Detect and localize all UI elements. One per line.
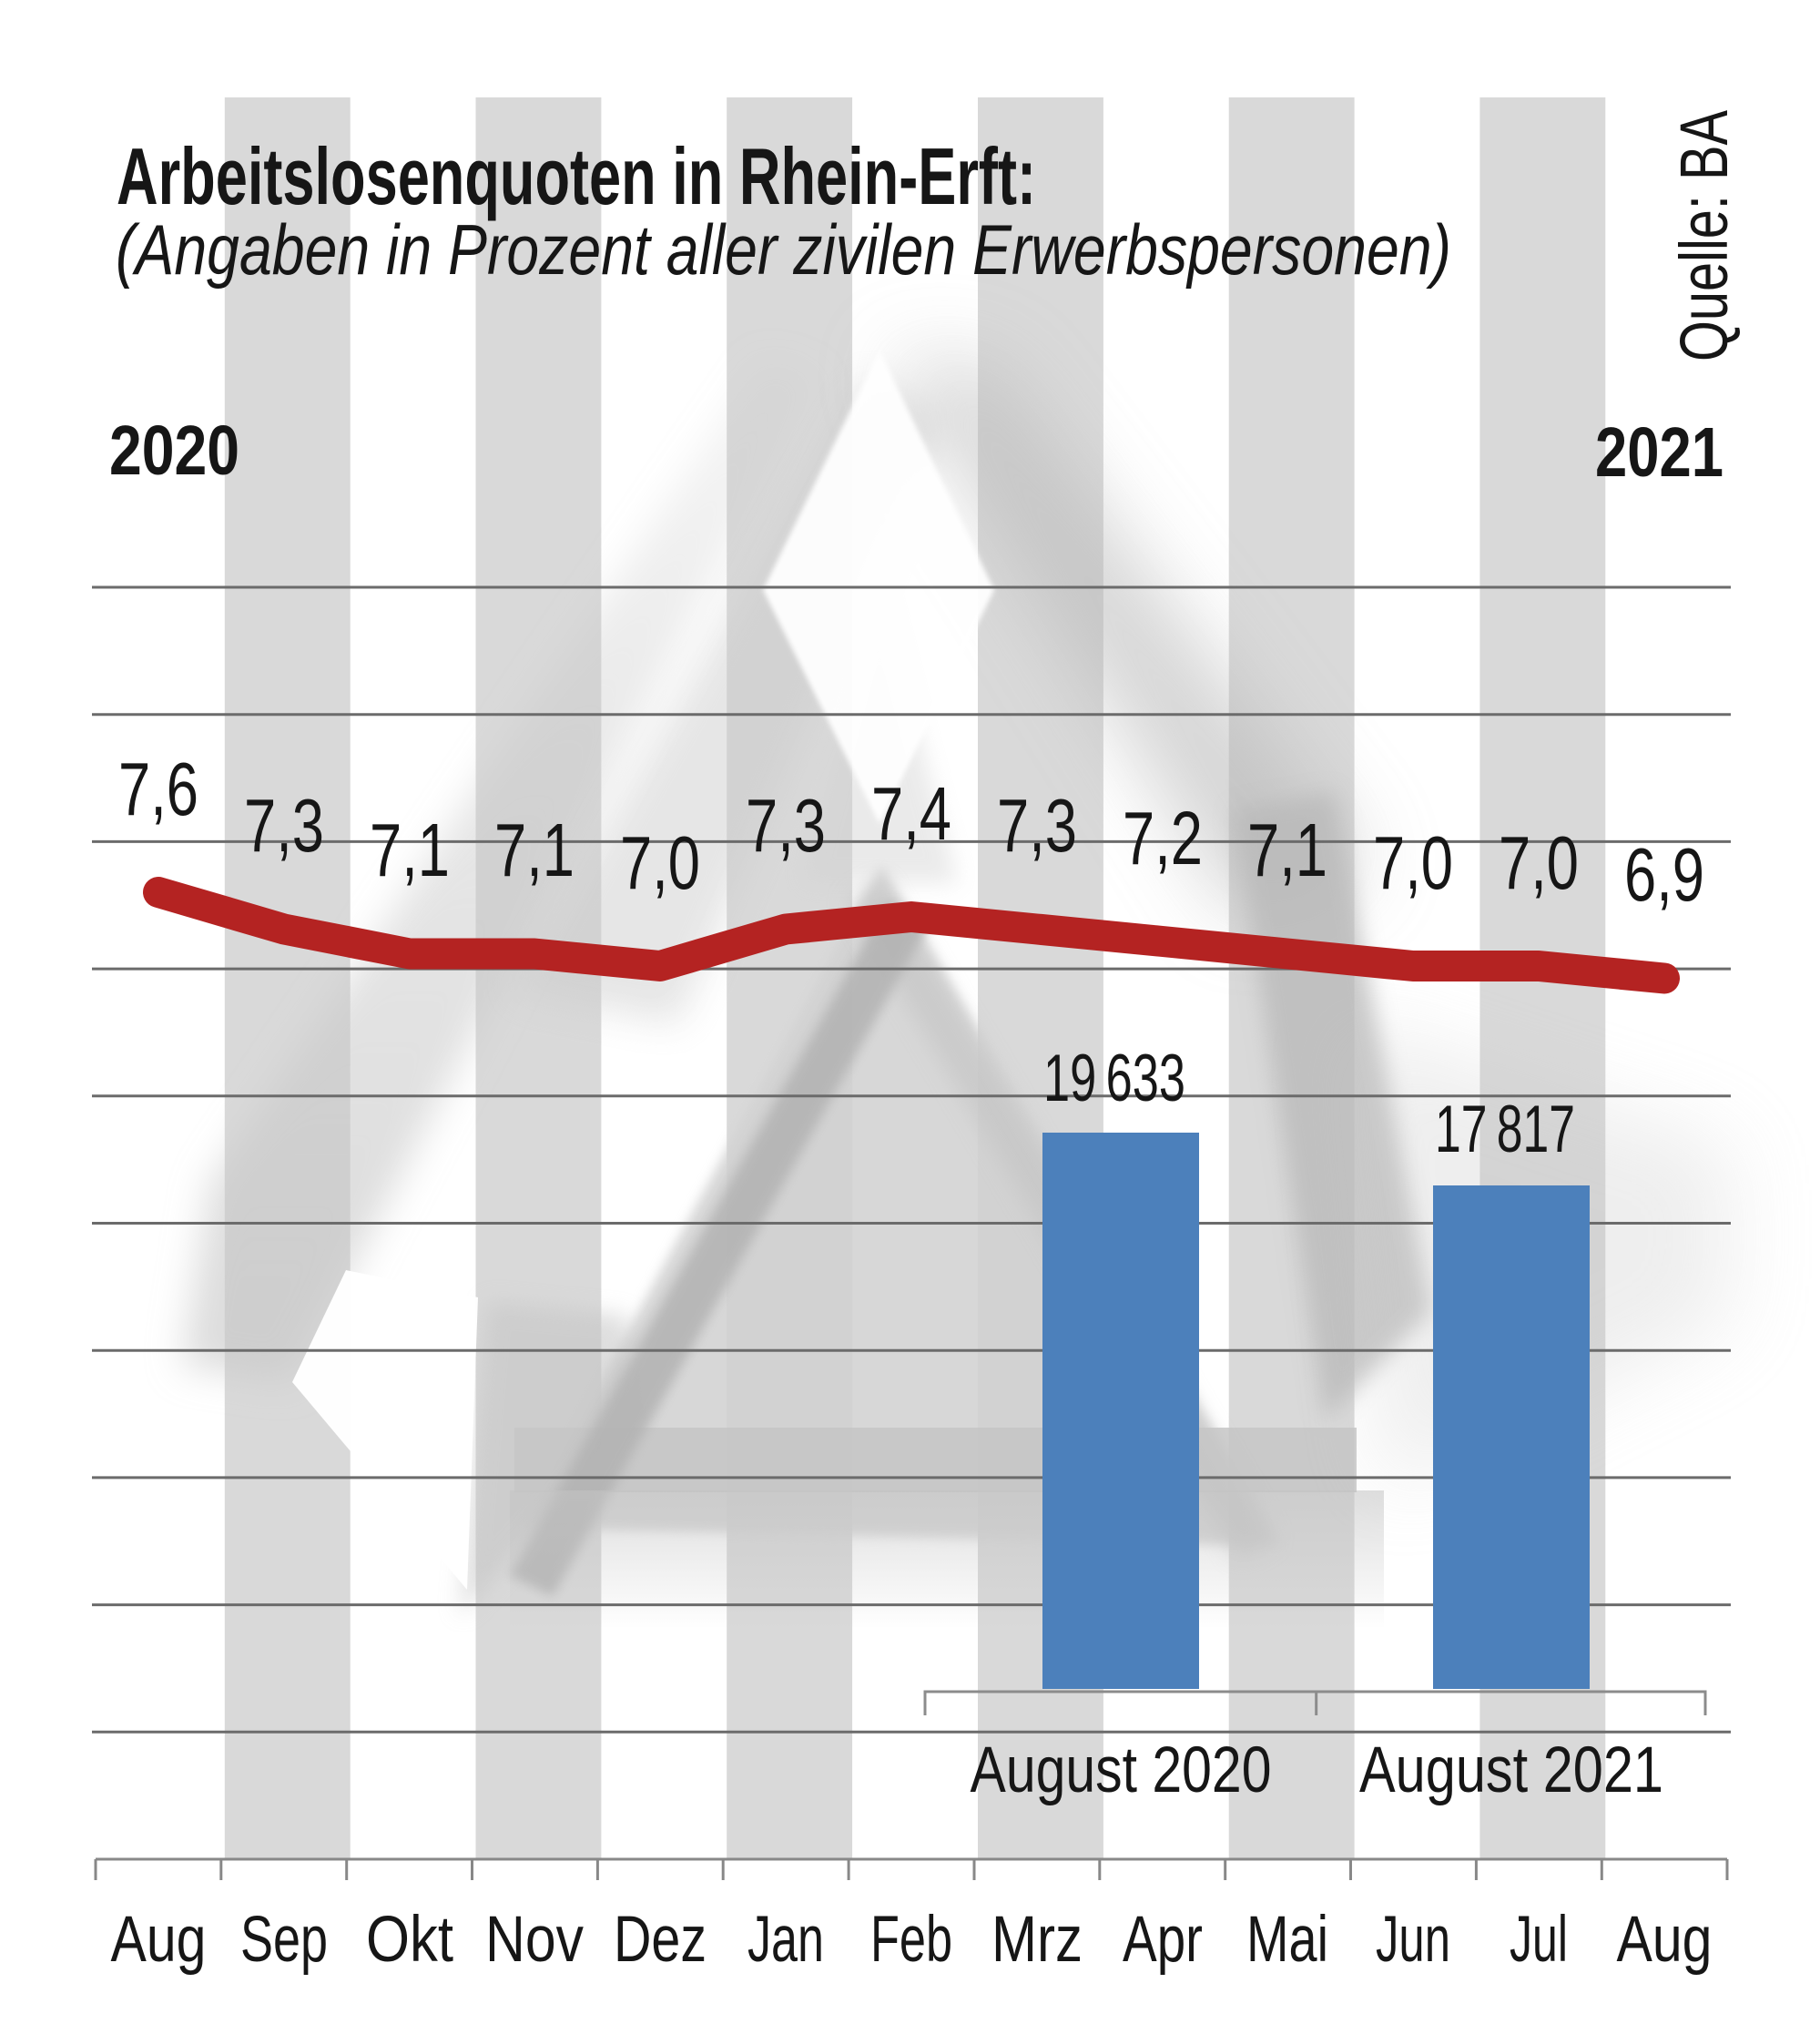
svg-text:17 817: 17 817	[1435, 1093, 1575, 1166]
svg-text:7,0: 7,0	[1373, 820, 1453, 905]
svg-text:Aug: Aug	[111, 1904, 207, 1976]
svg-text:Arbeitslosenquoten in Rhein-Er: Arbeitslosenquoten in Rhein-Erft:	[117, 131, 1036, 221]
svg-text:7,1: 7,1	[494, 808, 574, 892]
svg-text:Mai: Mai	[1246, 1904, 1328, 1976]
svg-text:Quelle: BA: Quelle: BA	[1666, 110, 1742, 361]
svg-text:Feb: Feb	[870, 1904, 952, 1976]
svg-text:6,9: 6,9	[1624, 832, 1704, 917]
svg-text:2020: 2020	[109, 412, 239, 490]
svg-text:7,1: 7,1	[1247, 808, 1327, 892]
svg-text:Jul: Jul	[1510, 1904, 1568, 1976]
svg-text:7,2: 7,2	[1123, 796, 1203, 880]
svg-text:7,3: 7,3	[997, 783, 1077, 868]
svg-text:7,3: 7,3	[746, 783, 826, 868]
svg-text:7,4: 7,4	[871, 771, 951, 856]
svg-text:7,3: 7,3	[244, 783, 324, 868]
svg-text:Jan: Jan	[747, 1904, 824, 1976]
svg-text:19 633: 19 633	[1043, 1042, 1185, 1115]
svg-text:Sep: Sep	[240, 1904, 328, 1976]
svg-text:7,0: 7,0	[620, 820, 700, 905]
svg-text:Okt: Okt	[366, 1904, 453, 1976]
svg-text:7,1: 7,1	[370, 808, 450, 892]
svg-text:7,6: 7,6	[118, 747, 198, 831]
svg-text:Jun: Jun	[1376, 1904, 1450, 1976]
svg-text:Aug: Aug	[1617, 1904, 1713, 1976]
svg-text:(Angaben in Prozent aller zivi: (Angaben in Prozent aller zivilen Erwerb…	[116, 209, 1451, 290]
svg-text:Apr: Apr	[1123, 1904, 1203, 1976]
svg-text:Nov: Nov	[485, 1904, 584, 1976]
svg-text:7,0: 7,0	[1499, 820, 1579, 905]
svg-text:2021: 2021	[1595, 413, 1723, 492]
svg-text:Dez: Dez	[614, 1904, 707, 1976]
svg-text:August 2020: August 2020	[971, 1734, 1272, 1806]
svg-text:August 2021: August 2021	[1359, 1734, 1663, 1806]
svg-text:Mrz: Mrz	[991, 1904, 1083, 1976]
